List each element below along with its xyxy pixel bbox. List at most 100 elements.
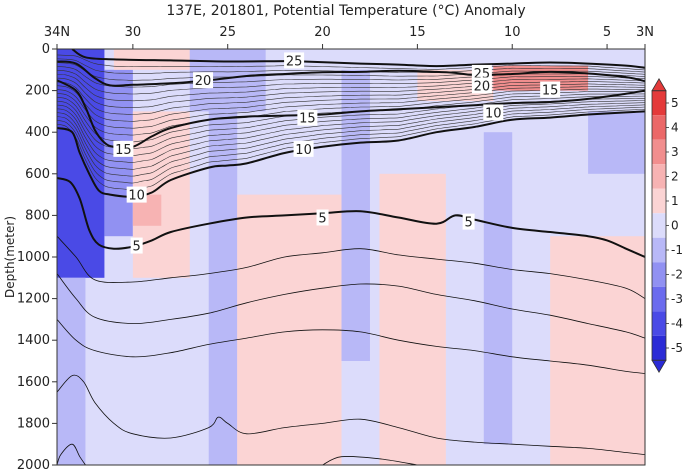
- contour-label-bg: [293, 140, 314, 157]
- colorbar-max-arrow: [651, 77, 667, 92]
- isotherm-line: [57, 73, 645, 102]
- colorbar-tick-label: -2: [671, 268, 683, 282]
- colorbar-tick-label: 4: [671, 121, 679, 135]
- x-tick-label: 20: [314, 25, 331, 40]
- isotherm-line: [57, 108, 645, 191]
- colorbar-swatch: [652, 311, 666, 336]
- colorbar-tick-label: 5: [671, 96, 679, 110]
- contour-line-bold: [71, 49, 645, 69]
- colorbar-swatch: [652, 213, 666, 238]
- contour-line: [57, 443, 86, 465]
- contour-label: 5: [133, 240, 141, 255]
- colorbar: 5 4 3 2 1 0 -1 -2 -3 -4 -5: [651, 77, 683, 374]
- contour-line-bold: [57, 110, 645, 198]
- isotherm-line: [57, 54, 645, 71]
- anomaly-region: [483, 132, 513, 445]
- contour-label: 10: [485, 106, 502, 121]
- contour-line: [57, 273, 645, 339]
- contour-line: [57, 319, 645, 374]
- colorbar-tick-label: -1: [671, 243, 683, 257]
- contour-label: 15: [542, 84, 559, 99]
- contour-label-bg: [284, 52, 305, 69]
- anomaly-region: [588, 111, 645, 174]
- isotherm-line: [57, 100, 645, 163]
- colorbar-swatch: [652, 90, 666, 116]
- isotherm-line: [57, 106, 645, 184]
- contour-line: [57, 235, 645, 299]
- chart-title: 137E, 201801, Potential Temperature (°C)…: [166, 3, 525, 19]
- y-tick-label: 1200: [17, 292, 50, 307]
- x-tick-label: 34N: [44, 25, 70, 40]
- x-tick-label: 30: [125, 25, 142, 40]
- contour-line-bold: [57, 79, 645, 149]
- anomaly-region: [57, 277, 86, 465]
- contour-label-bg: [130, 237, 143, 254]
- y-tick-label: 1800: [17, 416, 50, 431]
- colorbar-swatch: [652, 237, 666, 263]
- colorbar-tick-label: 2: [671, 170, 679, 184]
- contour-label: 5: [318, 211, 326, 226]
- contour-label: 25: [286, 54, 303, 69]
- colorbar-tick-label: 0: [671, 219, 679, 233]
- y-axis-label: Depth(meter): [3, 216, 17, 298]
- contour-label-bg: [113, 140, 134, 157]
- isotherm-line: [57, 104, 645, 177]
- contour-label-bg: [462, 213, 475, 230]
- contour-label-bg: [471, 64, 492, 81]
- x-tick-label: 10: [504, 25, 521, 40]
- colorbar-swatch: [652, 164, 666, 189]
- colorbar-min-arrow: [651, 359, 667, 374]
- contour-label: 20: [195, 74, 212, 89]
- contour-label: 10: [295, 143, 312, 158]
- colorbar-tick-label: -5: [671, 341, 683, 355]
- colorbar-tick-label: 3: [671, 145, 679, 159]
- x-tick-label: 25: [219, 25, 236, 40]
- x-tick-label: 15: [409, 25, 426, 40]
- y-tick-label: 1600: [17, 375, 50, 390]
- colorbar-swatch: [652, 335, 666, 361]
- isotherm-line: [57, 102, 645, 170]
- colorbar-swatch: [652, 286, 666, 312]
- contour-label-bg: [540, 81, 561, 98]
- contour-label: 20: [474, 79, 491, 94]
- contour-line-bold: [57, 177, 645, 258]
- colorbar-swatch: [652, 115, 666, 140]
- contour-label: 15: [299, 112, 316, 127]
- x-tick-label: 3N: [636, 25, 654, 40]
- y-tick-label: 600: [25, 167, 50, 182]
- contour-label: 15: [115, 143, 132, 158]
- anomaly-region: [379, 173, 446, 465]
- colorbar-swatch: [652, 139, 666, 165]
- y-tick-label: 1000: [17, 250, 50, 265]
- contour-label-bg: [126, 186, 147, 203]
- contour-label-bg: [316, 209, 329, 226]
- colorbar-tick-label: 1: [671, 194, 679, 208]
- y-tick-label: 0: [42, 42, 50, 57]
- colorbar-swatch: [652, 188, 666, 214]
- y-tick-label: 800: [25, 208, 50, 223]
- contour-label-bg: [297, 109, 318, 126]
- anomaly-region: [550, 236, 645, 465]
- colorbar-tick-label: -3: [671, 292, 683, 306]
- contour-line: [57, 374, 645, 455]
- isotherm-line: [57, 95, 645, 150]
- y-tick-label: 2000: [17, 458, 50, 472]
- contour-label: 5: [464, 216, 472, 231]
- contour-label-bg: [471, 77, 492, 94]
- anomaly-region: [341, 69, 370, 362]
- isotherm-line: [57, 66, 645, 88]
- contour-label-bg: [193, 72, 214, 89]
- x-tick-label: 5: [603, 25, 611, 40]
- y-tick-label: 400: [25, 125, 50, 140]
- y-tick-label: 200: [25, 84, 50, 99]
- contour-line: [322, 455, 418, 465]
- contour-label: 10: [128, 189, 145, 204]
- colorbar-swatch: [652, 262, 666, 287]
- contour-label-bg: [483, 104, 504, 121]
- colorbar-tick-label: -4: [671, 317, 683, 331]
- anomaly-region: [57, 49, 105, 278]
- contour-line-bold: [57, 60, 645, 87]
- y-tick-label: 1400: [17, 333, 50, 348]
